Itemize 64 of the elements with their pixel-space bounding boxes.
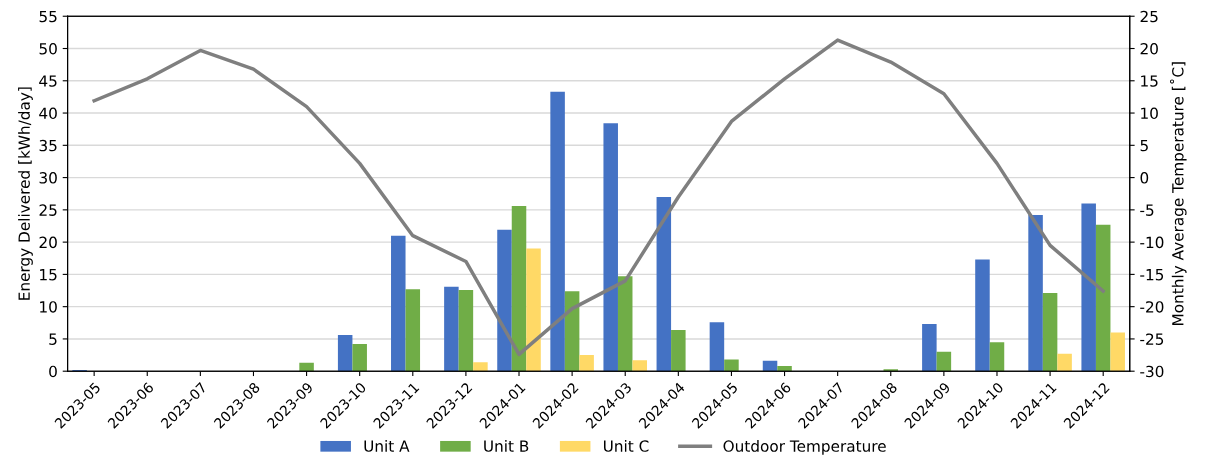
bar [1028,215,1043,372]
y-axis-title: Energy Delivered [kWh/day] [18,87,33,300]
y-tick-label: 45 [39,75,57,87]
bar [975,259,990,372]
bar [1095,224,1111,372]
bar [391,235,406,372]
y-tick-label: 25 [39,204,57,216]
y2-axis-title: Monthly Average Temperature [˚C] [1169,62,1187,325]
bar [405,289,421,372]
legend-label: Outdoor Temperature [723,440,886,455]
y-tick-label: 0 [49,365,57,378]
line-series [92,38,1105,357]
y2-tick-label: 15 [1141,75,1158,87]
y2-tick-label: -5 [1140,204,1154,216]
y2-tick-label: 5 [1140,139,1148,152]
y2-tick-label: -30 [1140,365,1164,378]
bar [632,360,647,372]
bar [444,286,459,372]
y-tick-label: 10 [40,301,57,313]
legend-label: Unit C [603,440,649,452]
bar [458,289,474,372]
y2-tick-label: 0 [1140,172,1149,184]
y-tick-label: 15 [40,269,57,281]
bar [299,362,314,372]
bar [511,205,527,372]
y2-tick-label: -20 [1140,301,1164,313]
y2-tick-label: -10 [1140,236,1164,249]
legend-label: Unit A [364,440,410,452]
bar [656,196,672,372]
bar [617,276,633,372]
bar [922,324,937,372]
legend-label: Unit B [484,440,529,452]
bar [762,360,778,372]
y-tick-label: 40 [39,107,57,120]
bar [777,366,792,372]
y-tick-label: 50 [39,42,57,55]
bar [936,351,952,372]
bar [526,248,541,372]
bar [671,329,686,372]
bar [337,335,353,372]
y2-tick-label: 10 [1141,107,1158,120]
bar [724,359,739,372]
bar [473,362,488,372]
y2-tick-label: 20 [1140,42,1158,55]
bar [709,322,725,372]
bar [352,344,367,372]
bar [1057,353,1072,372]
y2-tick-label: 25 [1140,10,1158,23]
y2-tick-label: -25 [1140,333,1164,345]
bar [1110,332,1125,372]
bar [1042,293,1058,372]
y-tick-label: 5 [49,333,57,345]
y-tick-label: 55 [39,10,57,23]
bar [497,229,512,372]
y2-tick-label: -15 [1140,269,1164,281]
bar [989,342,1005,372]
y-tick-label: 35 [39,139,57,152]
bar [603,123,618,372]
bar [550,91,565,372]
y-tick-label: 20 [39,236,57,249]
bar [579,355,594,372]
bar [1081,203,1096,372]
bar [564,291,580,372]
y-tick-label: 30 [39,172,57,184]
